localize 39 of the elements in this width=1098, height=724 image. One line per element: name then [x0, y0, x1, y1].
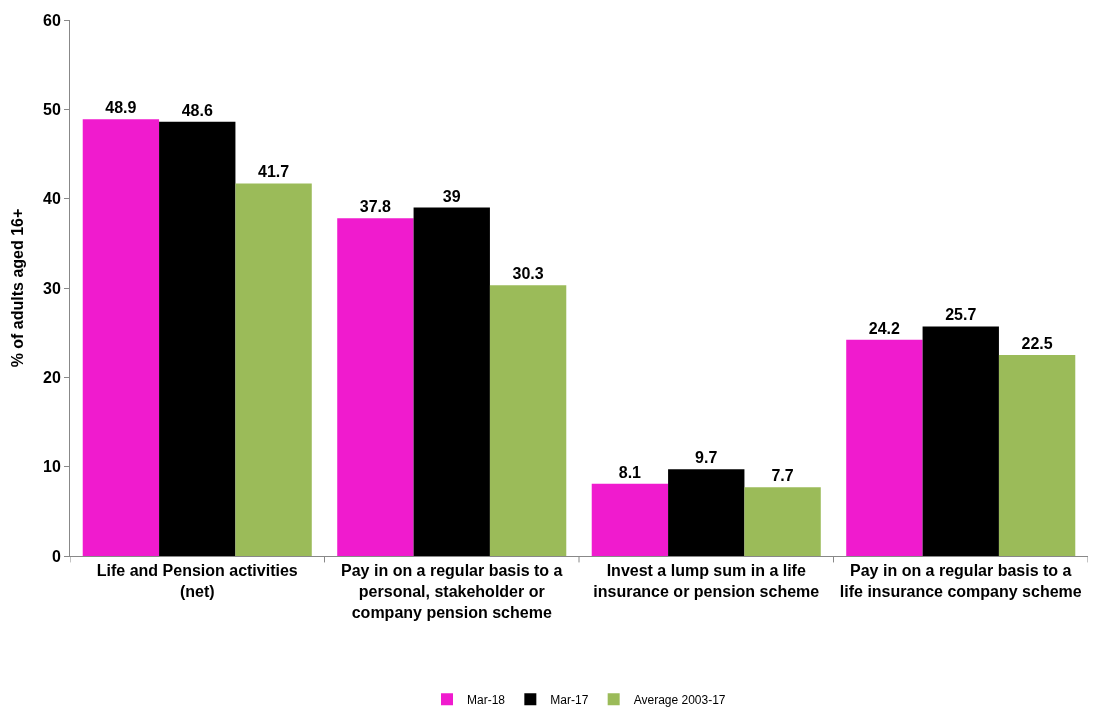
- y-tick-label: 60: [43, 11, 61, 29]
- data-label: 25.7: [945, 306, 977, 324]
- x-tick-label: Pay in on a regular basis to a life insurance company scheme: [839, 562, 1082, 600]
- data-label: 30.3: [512, 265, 544, 283]
- bar: [413, 207, 490, 556]
- data-label: 39: [442, 187, 461, 205]
- bar: [591, 483, 669, 556]
- bar: [235, 183, 312, 556]
- legend-label: Mar-18: [467, 692, 506, 707]
- y-tick-label: 20: [43, 368, 61, 386]
- x-tick-label: Pay in on a regular basis to a personal, stakeholder or company pension scheme: [341, 562, 563, 621]
- bar: [846, 339, 923, 556]
- bar: [998, 355, 1076, 556]
- legend-label: Mar-17: [550, 692, 589, 707]
- y-tick-label: 30: [43, 279, 61, 297]
- data-label: 8.1: [618, 463, 642, 481]
- bar: [337, 218, 414, 556]
- data-label: 9.7: [695, 449, 718, 467]
- y-axis-title: % of adults aged 16+: [8, 208, 26, 368]
- data-label: 37.8: [359, 198, 392, 216]
- data-label: 41.7: [257, 163, 290, 181]
- y-tick-label: 0: [51, 547, 61, 565]
- y-tick-label: 50: [43, 100, 61, 118]
- legend-label: Average 2003-17: [633, 692, 726, 707]
- x-tick-label: Life and Pension activities (net): [96, 562, 298, 600]
- data-label: 7.7: [771, 467, 794, 485]
- bar: [922, 326, 999, 556]
- data-label: 48.6: [181, 101, 213, 119]
- data-label: 22.5: [1021, 335, 1053, 352]
- bar: [668, 469, 745, 556]
- x-tick-label: Invest a lump sum in a life insurance or pension scheme: [593, 562, 820, 600]
- bar: [82, 119, 160, 556]
- y-tick-label: 10: [43, 458, 61, 476]
- bar: [159, 121, 236, 556]
- data-label: 24.2: [868, 319, 901, 337]
- bar: [744, 487, 821, 556]
- bar: [489, 285, 567, 556]
- data-label: 48.9: [105, 99, 137, 117]
- y-tick-label: 40: [43, 190, 61, 208]
